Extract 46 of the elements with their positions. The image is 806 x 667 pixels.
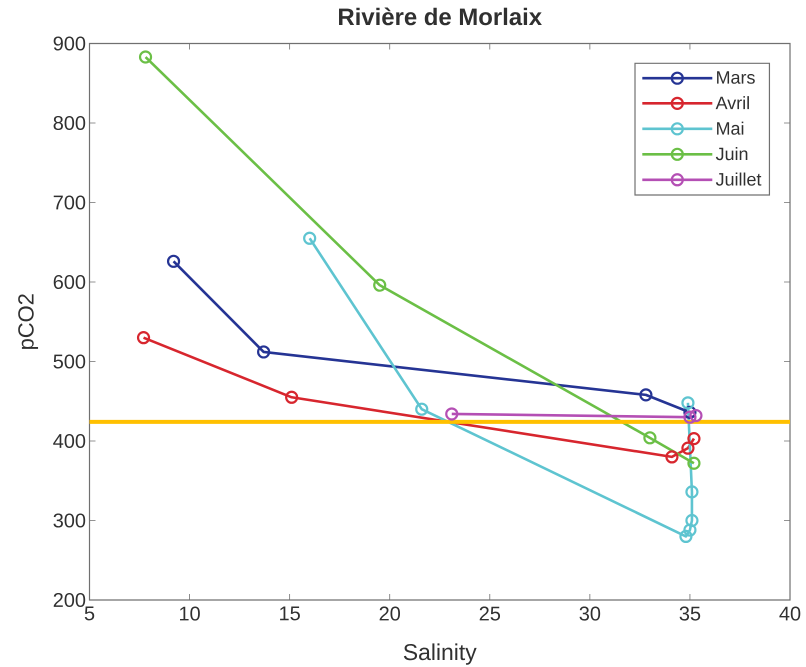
y-tick-label: 900 (54, 36, 86, 51)
point (687, 432, 701, 446)
point (679, 530, 693, 543)
legend-label: Juin (716, 147, 748, 160)
point (257, 345, 270, 359)
x-tick-label: 25 (480, 606, 500, 621)
legend-label: Juillet (716, 172, 762, 186)
y-tick-label: 400 (53, 434, 86, 448)
point (689, 408, 703, 422)
x-tick-label: 30 (580, 606, 600, 621)
x-tick-label: 40 (779, 606, 800, 621)
point (303, 232, 316, 245)
point (687, 456, 701, 470)
x-tick-label: 35 (680, 606, 700, 621)
point (685, 485, 699, 498)
point (373, 278, 386, 292)
point (639, 388, 652, 402)
x-tick-label: 5 (84, 606, 94, 620)
legend-label: Mai (717, 122, 744, 135)
y-tick-label: 300 (54, 513, 86, 528)
legend-label: Avril (716, 96, 749, 110)
y-tick-label: 500 (54, 354, 86, 369)
point (683, 406, 697, 419)
x-tick-label: 10 (180, 606, 200, 621)
point (681, 442, 695, 455)
point (138, 50, 152, 64)
y-tick-label: 700 (54, 195, 86, 210)
legend-label: Mars (717, 71, 755, 84)
point (415, 402, 428, 416)
x-tick-label: 20 (380, 606, 400, 621)
x-axis-title: Salinity (404, 643, 477, 665)
point (136, 331, 150, 344)
y-axis-title: pCO2 (18, 294, 38, 349)
y-tick-label: 800 (54, 116, 86, 130)
point (665, 450, 679, 464)
y-tick-label: 200 (54, 592, 86, 608)
point (683, 523, 697, 537)
point (445, 407, 458, 421)
chart-title: Rivière de Morlaix (339, 7, 542, 26)
point (681, 396, 695, 410)
point (285, 390, 298, 404)
y-tick-label: 600 (54, 274, 86, 290)
x-tick-label: 15 (280, 606, 300, 620)
point (166, 254, 180, 268)
point (643, 431, 657, 444)
point (685, 514, 699, 528)
